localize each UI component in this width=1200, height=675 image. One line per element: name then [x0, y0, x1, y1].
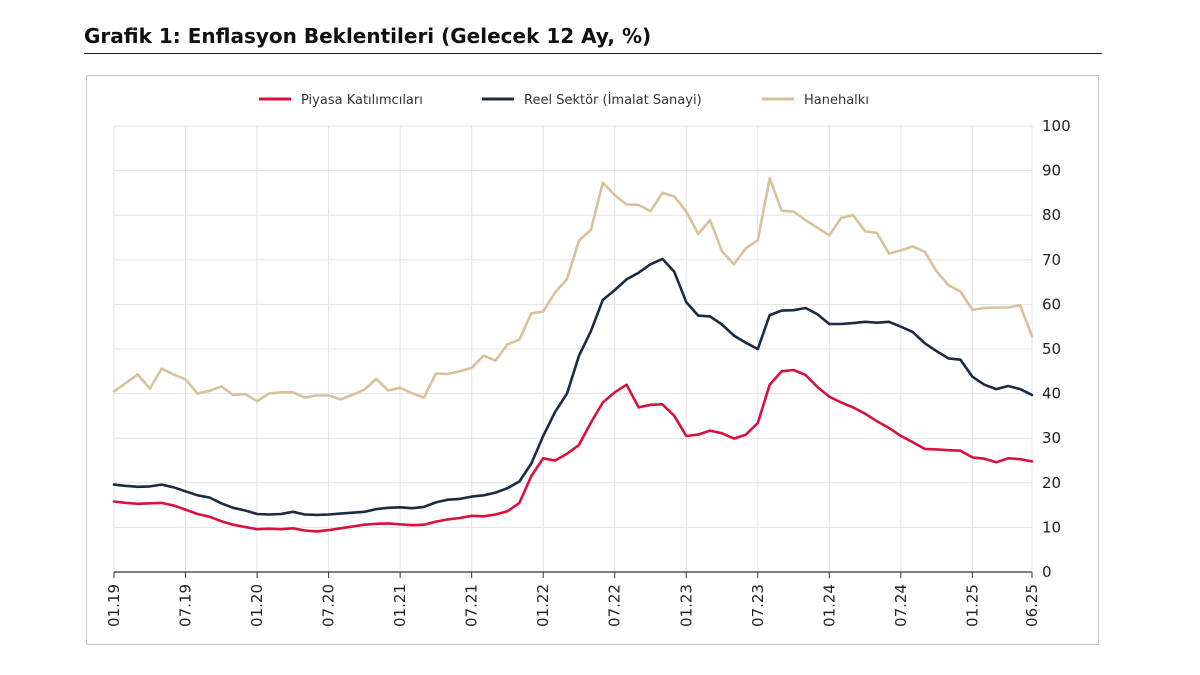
- y-tick-label: 0: [1042, 563, 1052, 581]
- x-tick-label: 01.19: [105, 584, 123, 627]
- x-tick-label: 07.20: [320, 584, 338, 627]
- legend-label-2: Hanehalkı: [804, 93, 869, 108]
- y-tick-label: 20: [1042, 474, 1061, 492]
- x-tick-label: 07.24: [892, 584, 910, 627]
- y-tick-label: 40: [1042, 385, 1061, 403]
- y-tick-label: 70: [1042, 251, 1061, 269]
- x-tick-label: 01.22: [534, 584, 552, 627]
- x-tick-label: 01.25: [963, 584, 981, 627]
- axis-layer: 0 10 20 30 40 50 60 70 80 90 100 01.19 07.19 01.20 07.…: [105, 117, 1071, 627]
- chart-frame: [86, 75, 1099, 645]
- x-tick-label: 01.21: [391, 584, 409, 627]
- legend: Piyasa Katılımcıları Reel Sektör (İmalat …: [259, 92, 869, 108]
- y-tick-label: 30: [1042, 429, 1061, 447]
- series-line-1: [112, 257, 1034, 517]
- x-tick-label: 01.20: [248, 584, 266, 627]
- x-tick-label: 07.21: [463, 584, 481, 627]
- y-tick-label: 90: [1042, 162, 1061, 180]
- y-tick-label: 80: [1042, 206, 1061, 224]
- y-tick-label: 60: [1042, 295, 1061, 313]
- chart-title: Grafik 1: Enflasyon Beklentileri (Gelece…: [84, 24, 652, 48]
- y-tick-label: 50: [1042, 340, 1061, 358]
- x-tick-label: 07.23: [749, 584, 767, 627]
- title-underline: [84, 53, 1102, 54]
- grid-layer: [113, 125, 1033, 572]
- y-tick-label: 100: [1042, 117, 1071, 135]
- x-tick-label: 01.24: [820, 584, 838, 627]
- series-line-0: [112, 368, 1034, 533]
- series-layer: [112, 176, 1034, 533]
- series-line-2: [112, 176, 1034, 403]
- x-tick-label: 07.22: [606, 584, 624, 627]
- legend-label-0: Piyasa Katılımcıları: [301, 93, 423, 108]
- x-tick-label: 01.23: [677, 584, 695, 627]
- legend-label-1: Reel Sektör (İmalat Sanayi): [524, 92, 702, 108]
- y-tick-label: 10: [1042, 518, 1061, 536]
- x-tick-label: 07.19: [177, 584, 195, 627]
- x-tick-label: 06.25: [1023, 584, 1041, 627]
